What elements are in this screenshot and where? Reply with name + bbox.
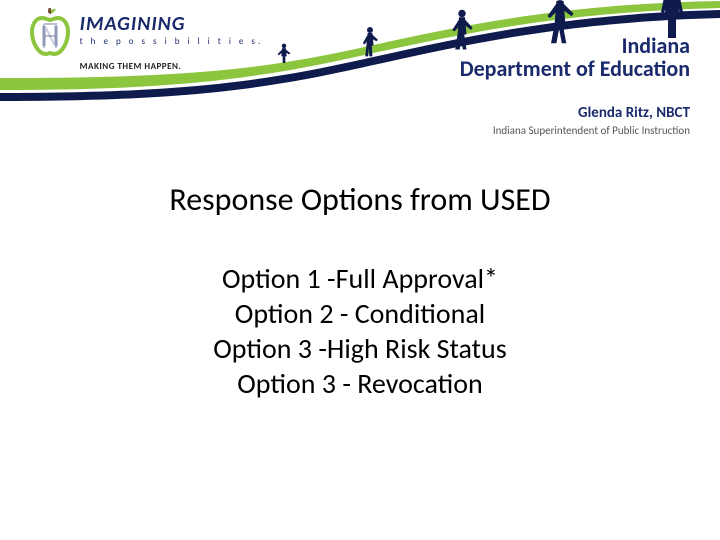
logo-making-happen: MAKING THEM HAPPEN. xyxy=(80,61,264,72)
option-4: Option 3 - Revocation xyxy=(0,366,720,401)
logo-imagining: IMAGINING xyxy=(80,14,264,34)
subhead: Glenda Ritz, NBCT Indiana Superintendent… xyxy=(493,104,690,137)
apple-icon xyxy=(28,8,72,65)
superintendent-role: Indiana Superintendent of Public Instruc… xyxy=(493,124,690,137)
slide-title: Response Options from USED xyxy=(0,180,720,219)
dept-line2: Department of Education xyxy=(460,57,690,80)
slide-content: Response Options from USED Option 1 -Ful… xyxy=(0,180,720,401)
slide-header: IMAGINING t h e p o s s i b i l i t i e … xyxy=(0,0,720,145)
dept-line1: Indiana xyxy=(460,34,690,57)
department-title: Indiana Department of Education xyxy=(460,34,690,80)
options-list: Option 1 -Full Approval* Option 2 - Cond… xyxy=(0,261,720,401)
option-2: Option 2 - Conditional xyxy=(0,296,720,331)
option-3: Option 3 -High Risk Status xyxy=(0,331,720,366)
superintendent-name: Glenda Ritz, NBCT xyxy=(493,104,690,122)
option-1: Option 1 -Full Approval* xyxy=(0,261,720,296)
logo-block: IMAGINING t h e p o s s i b i l i t i e … xyxy=(28,8,263,72)
logo-possibilities: t h e p o s s i b i l i t i e s. xyxy=(80,36,264,47)
